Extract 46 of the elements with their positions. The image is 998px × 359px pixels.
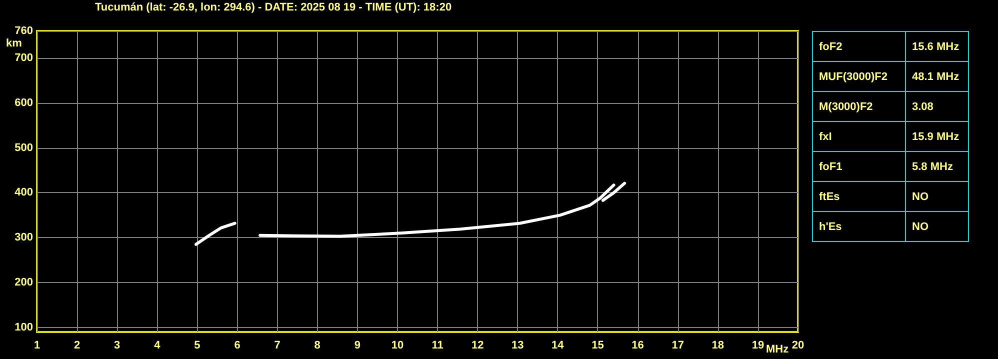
chart-title: Tucumán (lat: -26.9, lon: 294.6) - DATE: 2025 08 19 - TIME (UT): 18:20	[95, 2, 452, 14]
x-tick-label: 12	[471, 340, 484, 352]
x-tick-label: 2	[74, 340, 80, 352]
text: 15.6 MHz	[906, 32, 968, 62]
y-tick-label: 500	[14, 142, 33, 154]
text: NO	[906, 212, 968, 242]
x-tick-label: 8	[314, 340, 320, 352]
x-tick-label: 20	[792, 340, 804, 352]
y-tick-label: 700	[14, 52, 33, 64]
x-tick-label: 11	[432, 340, 444, 352]
y-tick-label: 600	[14, 96, 33, 109]
text: foF1	[812, 152, 906, 182]
y-axis-title: km	[6, 38, 22, 50]
x-tick-label: 1	[34, 340, 40, 352]
text: M(3000)F2	[812, 92, 906, 122]
x-tick-label: 5	[194, 340, 200, 352]
x-tick-label: 15	[592, 340, 604, 352]
x-tick-label: 3	[114, 340, 120, 352]
x-tick-label: 14	[552, 340, 565, 352]
y-tick-label: 100	[14, 322, 33, 334]
text: fxI	[812, 122, 906, 152]
y-tick-label: 300	[14, 232, 33, 244]
x-tick-label: 17	[672, 340, 684, 352]
text: 3.08	[906, 92, 968, 122]
y-tick-label: 200	[14, 276, 33, 289]
x-tick-label: 9	[354, 340, 360, 352]
text: foF2	[812, 32, 906, 62]
x-tick-label: 4	[154, 340, 162, 352]
x-tick-label: 18	[712, 340, 724, 352]
text: 15.9 MHz	[906, 122, 968, 152]
y-tick-label: 400	[14, 186, 33, 199]
text: NO	[906, 182, 968, 212]
x-tick-label: 13	[512, 340, 524, 352]
y-tick-label: 760	[14, 25, 33, 37]
text: 5.8 MHz	[906, 152, 968, 182]
line-series	[194, 222, 236, 246]
text: h'Es	[812, 212, 906, 242]
x-tick-label: 16	[632, 340, 644, 352]
x-tick-label: 10	[391, 340, 404, 352]
text: MUF(3000)F2	[812, 62, 906, 92]
text: 48.1 MHz	[906, 62, 968, 92]
x-tick-label: 19	[752, 340, 764, 352]
text: ftEs	[812, 182, 906, 212]
x-tick-label: 6	[234, 340, 240, 352]
x-tick-label: 7	[274, 340, 280, 352]
x-axis-title: MHz	[766, 344, 790, 356]
